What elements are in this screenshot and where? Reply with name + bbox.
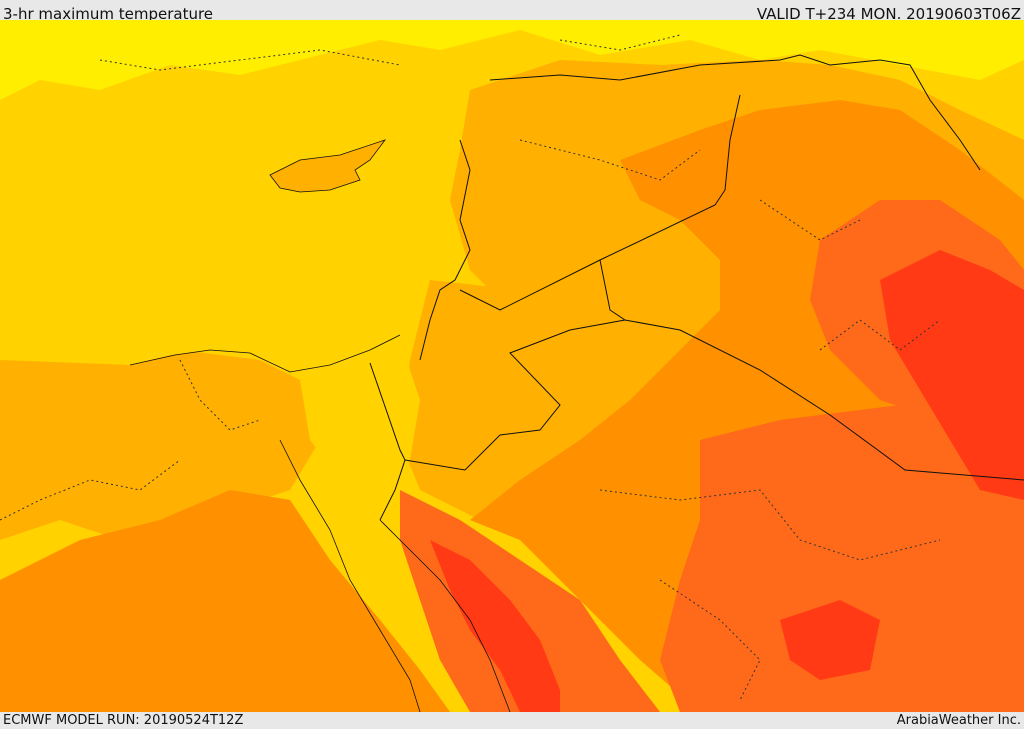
temperature-map-svg <box>0 20 1024 712</box>
saudi-extreme-patch <box>780 600 880 680</box>
footer-bar: ECMWF MODEL RUN: 20190524T12Z ArabiaWeat… <box>0 712 1024 729</box>
country-borders <box>369 54 1024 521</box>
gulf-extreme-zone <box>880 250 1024 500</box>
mediterranean-sea <box>0 85 470 372</box>
redsea-extreme-zone <box>430 540 560 712</box>
credit-text: ArabiaWeather Inc. <box>896 713 1021 728</box>
province-boundaries <box>0 34 941 701</box>
temperature-map <box>0 20 1024 712</box>
header-bar: 3-hr maximum temperature VALID T+234 MON… <box>0 0 1024 23</box>
map-title: 3-hr maximum temperature <box>3 5 214 23</box>
redsea-very-hot-zone <box>400 490 660 712</box>
coastlines <box>129 334 511 712</box>
turkey-cool-zone <box>0 20 1024 100</box>
sinai-mild-zone <box>300 340 420 490</box>
saudi-very-hot-zone <box>660 390 1024 712</box>
valid-time: VALID T+234 MON. 20190603T06Z <box>756 5 1021 23</box>
cyprus-island <box>269 139 387 193</box>
model-run: ECMWF MODEL RUN: 20190524T12Z <box>3 713 244 728</box>
egypt-hot-zone <box>0 490 450 712</box>
